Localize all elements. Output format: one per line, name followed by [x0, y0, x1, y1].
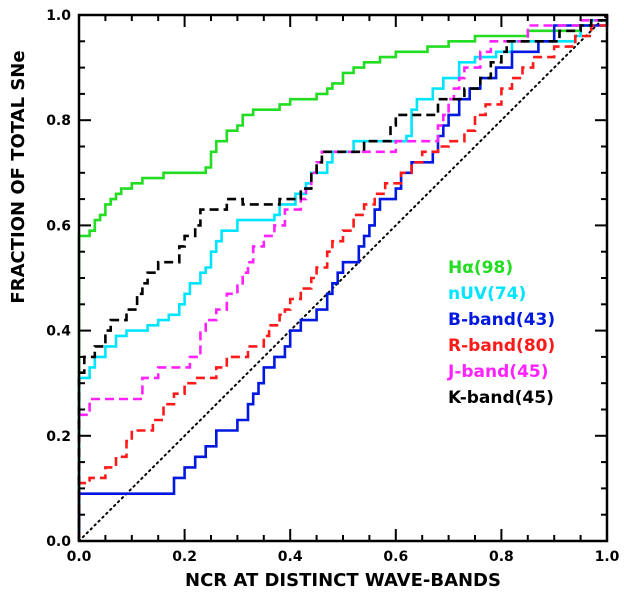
- x-tick-label: 0.0: [67, 549, 92, 565]
- x-tick-label: 0.2: [172, 549, 197, 565]
- y-tick-label: 1.0: [46, 8, 71, 24]
- series-line-j-band: [77, 15, 609, 541]
- legend-entry: K-band(45): [448, 388, 554, 408]
- x-tick-label: 0.4: [278, 549, 303, 565]
- series-line-b-band: [77, 15, 609, 541]
- y-tick-labels: 0.0 0.2 0.4 0.6 0.8 1.0: [46, 8, 71, 550]
- legend-entry: Hα(98): [448, 258, 513, 278]
- series-line-k-band: [77, 15, 609, 541]
- x-axis-label: NCR AT DISTINCT WAVE-BANDS: [185, 570, 501, 591]
- y-axis-label: FRACTION OF TOTAL SNe: [8, 50, 29, 303]
- x-tick-label: 1.0: [595, 549, 620, 565]
- series-line-h-: [77, 15, 609, 541]
- series-layer: [77, 15, 609, 541]
- legend-entry: J-band(45): [447, 362, 549, 382]
- legend-entry: B-band(43): [448, 310, 555, 330]
- legend-entry: nUV(74): [448, 284, 526, 304]
- reference-line-layer: [78, 14, 608, 542]
- legend: Hα(98) nUV(74) B-band(43) R-band(80) J-band(…: [447, 258, 555, 408]
- y-tick-label: 0.2: [46, 429, 71, 445]
- series-line-nuv: [77, 15, 609, 541]
- x-tick-label: 0.8: [489, 549, 514, 565]
- legend-entry: R-band(80): [448, 336, 555, 356]
- reference-diagonal-line: [78, 14, 608, 542]
- x-tick-labels: 0.0 0.2 0.4 0.6 0.8 1.0: [67, 549, 620, 565]
- y-tick-label: 0.8: [46, 113, 71, 129]
- series-line-r-band: [77, 15, 609, 541]
- x-tick-label: 0.6: [383, 549, 408, 565]
- y-tick-label: 0.4: [46, 324, 71, 340]
- y-tick-label: 0.0: [46, 534, 71, 550]
- ticks-layer: [78, 14, 608, 542]
- y-tick-label: 0.6: [46, 218, 71, 234]
